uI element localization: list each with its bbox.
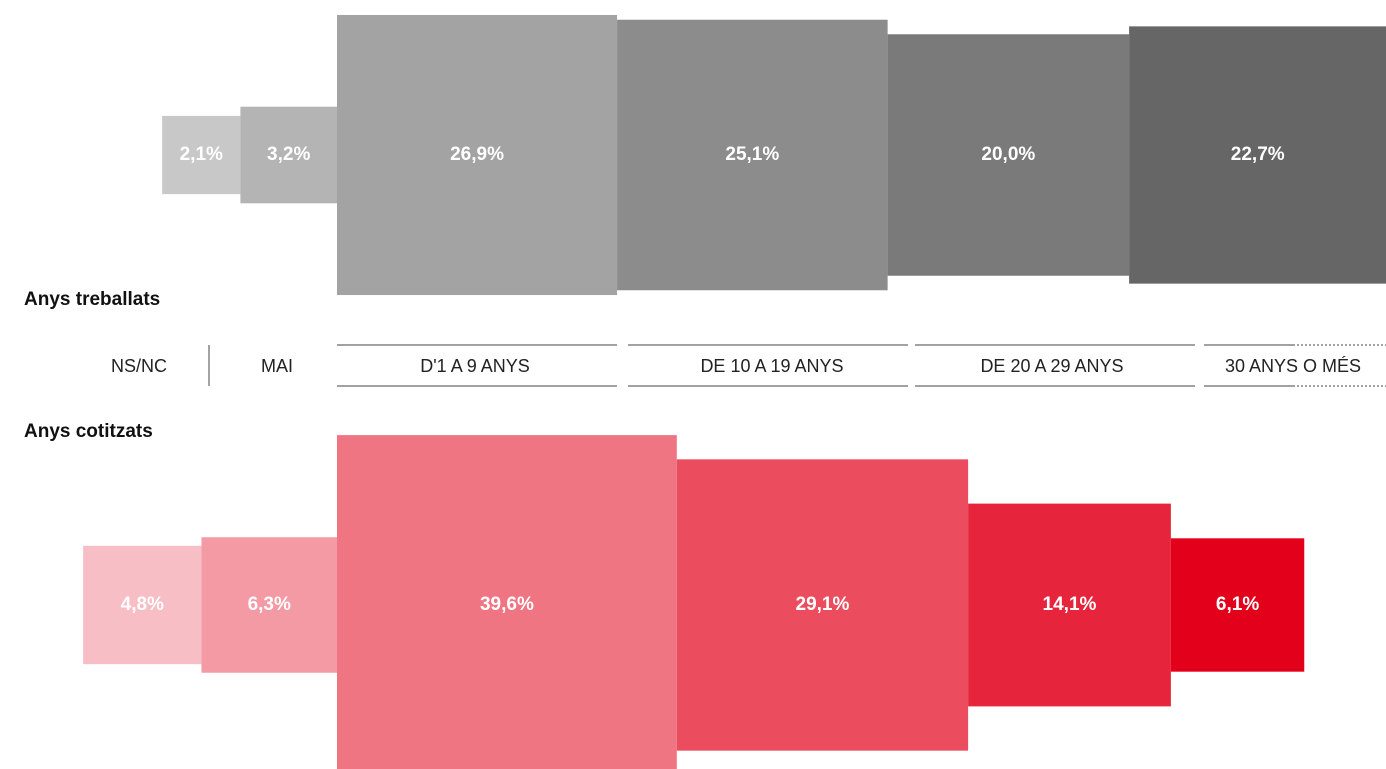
- square: [887, 34, 1130, 276]
- value-label: 2,1%: [180, 144, 223, 165]
- value-label: 6,3%: [248, 594, 291, 615]
- square: [162, 115, 241, 195]
- value-label: 39,6%: [480, 594, 534, 615]
- category-label: NS/NC: [111, 356, 167, 376]
- value-label: 6,1%: [1216, 594, 1259, 615]
- category-label: DE 20 A 29 ANYS: [980, 356, 1123, 376]
- value-label: 4,8%: [121, 594, 164, 615]
- square: [968, 503, 1171, 707]
- square: [201, 537, 337, 673]
- value-label: 26,9%: [450, 144, 504, 165]
- value-label: 3,2%: [267, 144, 310, 165]
- value-label: 20,0%: [981, 144, 1035, 165]
- value-label: 22,7%: [1231, 144, 1285, 165]
- square: [1129, 26, 1386, 284]
- category-rules: [208, 344, 1386, 387]
- square: [83, 545, 202, 665]
- square: [617, 19, 888, 291]
- value-label: 14,1%: [1043, 594, 1097, 615]
- square: [240, 106, 337, 204]
- series-title: Anys cotitzats: [24, 421, 153, 442]
- value-label: 29,1%: [796, 594, 850, 615]
- category-label: DE 10 A 19 ANYS: [700, 356, 843, 376]
- square: [1170, 538, 1305, 672]
- category-label: 30 ANYS O MÉS: [1225, 356, 1361, 376]
- series-title: Anys treballats: [24, 289, 160, 310]
- square: [337, 14, 618, 296]
- category-label: MAI: [261, 356, 293, 376]
- square: [337, 435, 677, 769]
- square: [676, 459, 969, 751]
- category-label: D'1 A 9 ANYS: [420, 356, 530, 376]
- value-label: 25,1%: [725, 144, 779, 165]
